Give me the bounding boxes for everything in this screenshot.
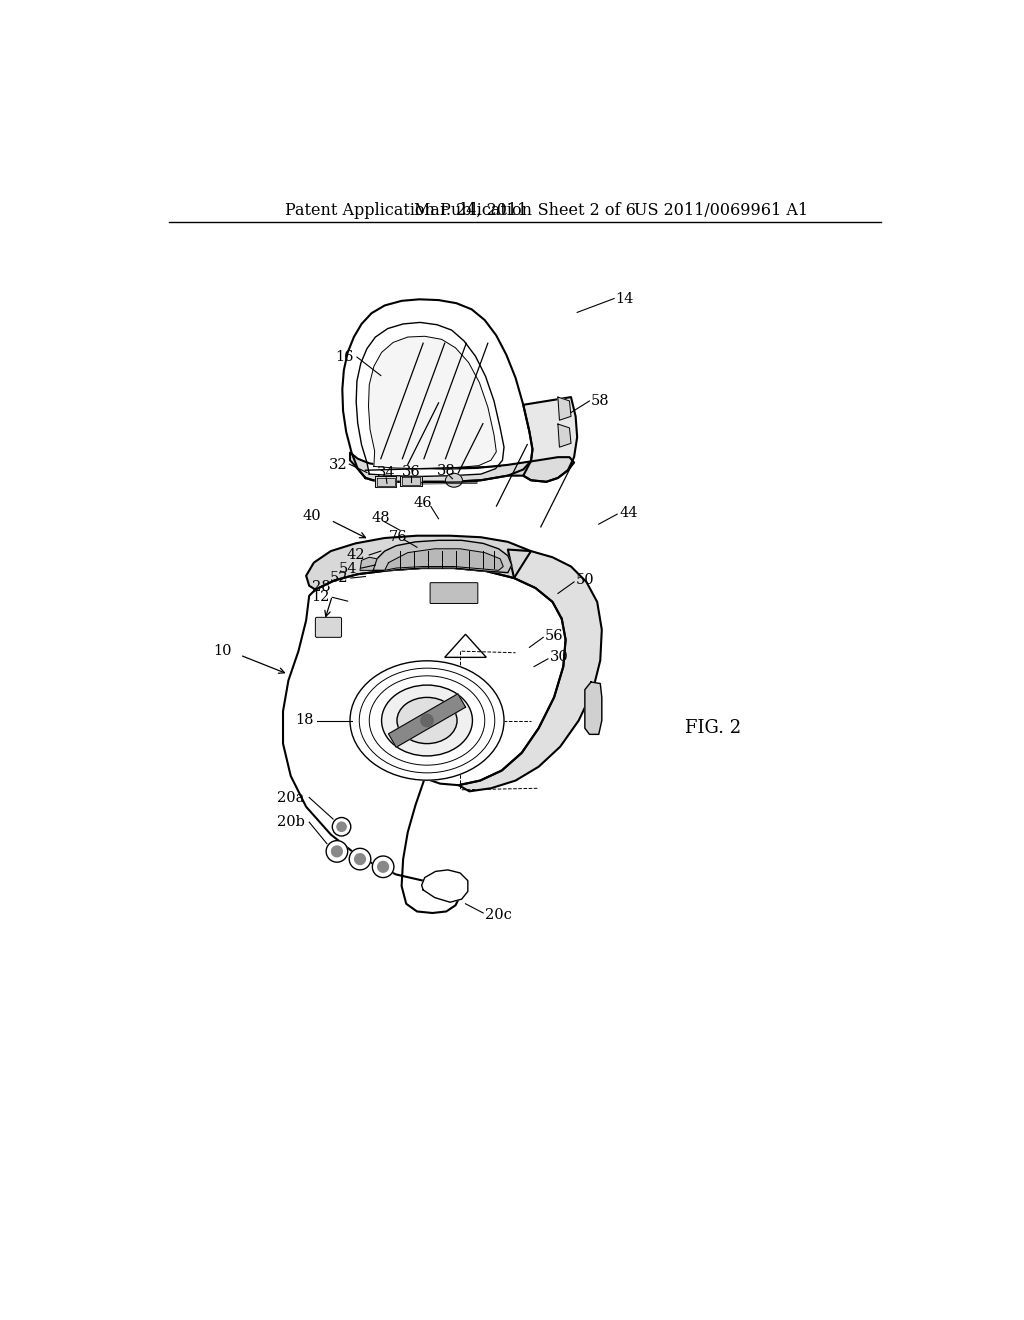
Polygon shape <box>306 536 531 590</box>
Circle shape <box>421 714 433 726</box>
Ellipse shape <box>445 474 463 487</box>
Polygon shape <box>342 300 532 482</box>
Text: 20b: 20b <box>276 816 304 829</box>
Polygon shape <box>400 475 422 487</box>
Polygon shape <box>523 397 578 482</box>
Ellipse shape <box>397 697 457 743</box>
Polygon shape <box>350 453 574 482</box>
Text: 76: 76 <box>389 531 408 544</box>
Polygon shape <box>373 540 512 573</box>
Text: 32: 32 <box>329 458 348 471</box>
FancyBboxPatch shape <box>430 582 478 603</box>
Polygon shape <box>369 337 497 469</box>
Circle shape <box>378 862 388 873</box>
Text: 56: 56 <box>545 628 563 643</box>
Circle shape <box>373 855 394 878</box>
Circle shape <box>354 854 366 865</box>
Polygon shape <box>388 694 466 747</box>
Polygon shape <box>283 568 565 913</box>
Circle shape <box>326 841 348 862</box>
Circle shape <box>349 849 371 870</box>
Text: 20c: 20c <box>484 908 512 921</box>
Text: 42: 42 <box>347 548 366 562</box>
Polygon shape <box>385 549 503 570</box>
Text: 50: 50 <box>575 573 594 587</box>
Text: 36: 36 <box>401 465 420 479</box>
Text: 12: 12 <box>311 590 330 605</box>
Circle shape <box>332 846 342 857</box>
Polygon shape <box>558 424 571 447</box>
Circle shape <box>333 817 351 836</box>
Text: US 2011/0069961 A1: US 2011/0069961 A1 <box>634 202 808 219</box>
FancyBboxPatch shape <box>315 618 342 638</box>
Text: 44: 44 <box>620 506 638 520</box>
Text: 28: 28 <box>312 581 331 594</box>
Polygon shape <box>558 397 571 420</box>
Ellipse shape <box>382 685 472 756</box>
Text: 54: 54 <box>339 562 357 576</box>
Polygon shape <box>422 870 468 903</box>
Text: 16: 16 <box>336 350 354 364</box>
Text: 38: 38 <box>437 465 456 478</box>
Circle shape <box>337 822 346 832</box>
Polygon shape <box>356 322 504 477</box>
Polygon shape <box>585 682 602 734</box>
Text: Patent Application Publication: Patent Application Publication <box>285 202 531 219</box>
Polygon shape <box>377 478 394 486</box>
Polygon shape <box>360 557 377 570</box>
Text: Mar. 24, 2011  Sheet 2 of 6: Mar. 24, 2011 Sheet 2 of 6 <box>414 202 636 219</box>
Ellipse shape <box>350 661 504 780</box>
Text: 40: 40 <box>303 510 322 524</box>
Text: 48: 48 <box>372 511 390 525</box>
Text: 46: 46 <box>414 495 432 510</box>
Text: 20a: 20a <box>278 791 304 804</box>
Text: 52: 52 <box>330 572 348 585</box>
Text: FIG. 2: FIG. 2 <box>685 719 741 737</box>
Text: 34: 34 <box>377 466 395 479</box>
Text: 58: 58 <box>591 393 609 408</box>
Text: 10: 10 <box>214 644 232 659</box>
Polygon shape <box>459 549 602 792</box>
Polygon shape <box>376 477 396 487</box>
Text: 30: 30 <box>550 651 569 664</box>
Polygon shape <box>401 478 420 484</box>
Text: 18: 18 <box>295 714 313 727</box>
Text: 14: 14 <box>615 292 634 305</box>
